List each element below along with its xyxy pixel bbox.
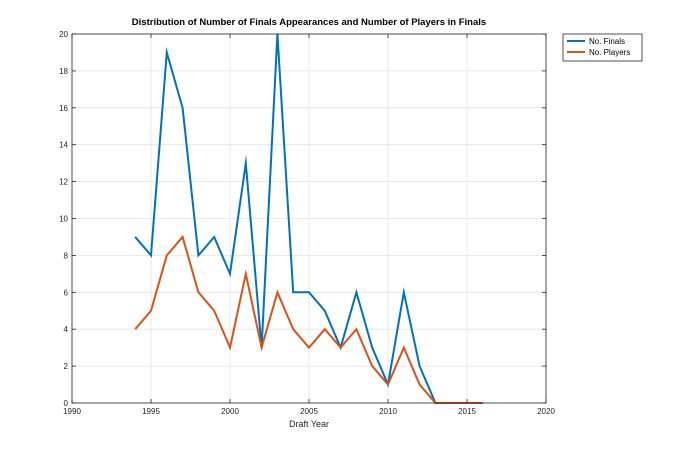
x-tick-label: 1990	[63, 407, 81, 416]
x-tick-labels: 1990 1995 2000 2005 2010 2015 2020	[63, 407, 555, 416]
y-tick-label: 6	[64, 288, 69, 297]
axis-ticks	[71, 33, 547, 404]
legend: No. Finals No. Players	[562, 33, 643, 62]
x-tick-label: 2015	[458, 407, 476, 416]
y-tick-label: 20	[59, 30, 68, 39]
x-tick-label: 2005	[300, 407, 318, 416]
x-axis-label: Draft Year	[289, 419, 329, 429]
y-tick-label: 0	[64, 399, 69, 408]
series-line-no-finals	[134, 33, 483, 404]
x-tick-label: 2000	[221, 407, 239, 416]
x-tick-label: 2010	[379, 407, 397, 416]
y-tick-label: 2	[64, 362, 69, 371]
y-tick-label: 18	[59, 67, 68, 76]
y-tick-label: 16	[59, 104, 68, 113]
y-tick-label: 4	[64, 325, 69, 334]
y-tick-label: 10	[59, 215, 68, 224]
chart-title: Distribution of Number of Finals Appeara…	[132, 17, 486, 28]
series-line-no-players	[134, 234, 483, 404]
legend-label-no-finals: No. Finals	[589, 37, 625, 46]
x-tick-label: 2020	[537, 407, 555, 416]
y-tick-label: 8	[64, 251, 69, 260]
y-tick-label: 14	[59, 141, 68, 150]
legend-box	[562, 33, 643, 62]
series-layer	[134, 33, 483, 404]
x-tick-label: 1995	[142, 407, 160, 416]
y-tick-labels: 0 2 4 6 8 10 12 14 16 18 20	[59, 30, 68, 408]
y-tick-label: 12	[59, 178, 68, 187]
legend-label-no-players: No. Players	[589, 48, 630, 57]
